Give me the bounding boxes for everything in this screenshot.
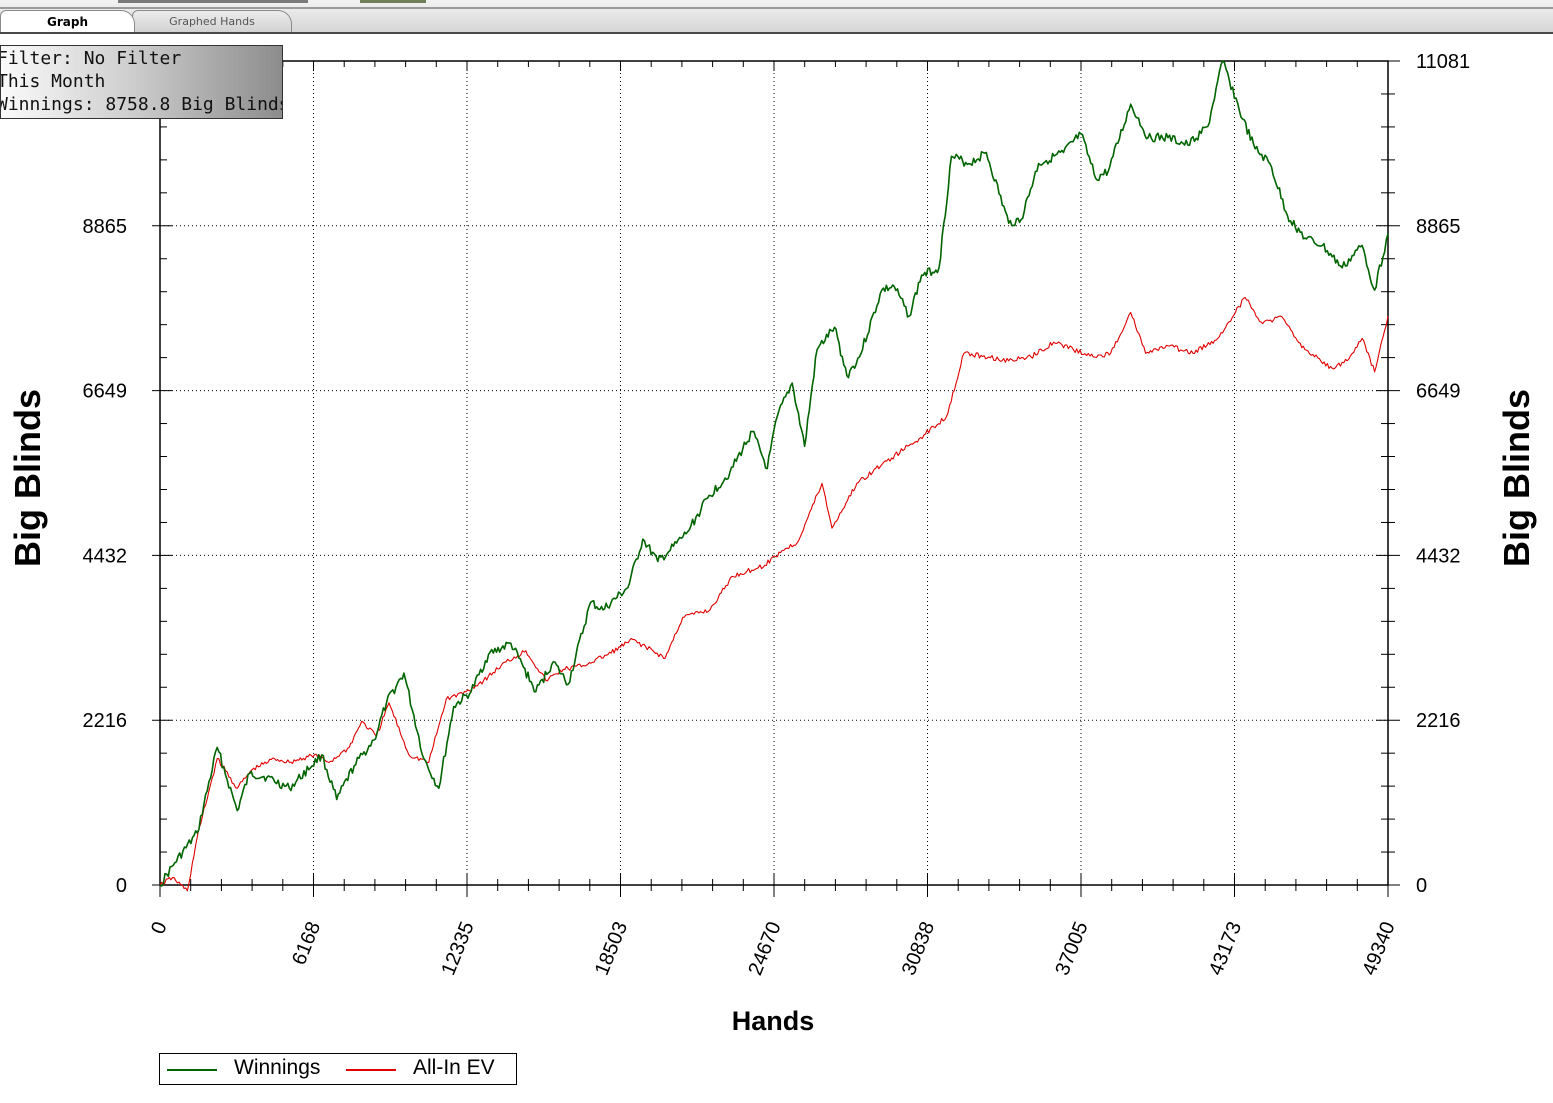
- y-tick-label-left: 8865: [83, 216, 128, 238]
- x-tick-label: 6168: [288, 919, 325, 969]
- legend-swatch-winnings: [167, 1069, 217, 1071]
- legend-swatch-allin-ev: [346, 1069, 396, 1071]
- winnings-text: Winnings: 8758.8 Big Blinds: [0, 94, 283, 115]
- x-tick-label: 0: [147, 919, 172, 938]
- x-tick-label: 18503: [591, 919, 632, 979]
- period-text: This Month: [0, 71, 106, 92]
- x-tick-label: 12335: [437, 919, 478, 979]
- y-tick-label-right: 8865: [1416, 216, 1461, 238]
- plot-frame: [159, 60, 1389, 886]
- series-line-allin-ev: [159, 296, 1389, 892]
- x-tick-label: 30838: [898, 919, 939, 979]
- toolbar-stub: [118, 0, 308, 3]
- toolbar-stub: [360, 0, 426, 3]
- y-tick-label-right: 4432: [1416, 545, 1461, 567]
- x-tick-label: 43173: [1205, 919, 1246, 979]
- legend: Winnings All-In EV: [159, 1053, 517, 1085]
- filter-text: Filter: No Filter: [0, 48, 182, 69]
- y-tick-label-left: 0: [116, 875, 127, 897]
- y-tick-label-left: 4432: [83, 545, 128, 567]
- y-tick-label-left: 2216: [83, 710, 128, 732]
- x-tick-label: 37005: [1051, 919, 1092, 979]
- tab-graph[interactable]: Graph: [0, 10, 135, 32]
- legend-label-allin-ev: All-In EV: [413, 1056, 495, 1079]
- y-axis-title-right: Big Blinds: [1496, 389, 1537, 567]
- gridlines: [159, 60, 1389, 886]
- series-lines: [159, 60, 1389, 892]
- tick-labels: 0 0 2216 2216 4432 4432 6649 6649 8865 8865 11081 0…: [83, 51, 1471, 978]
- y-axis-title-left: Big Blinds: [7, 389, 48, 567]
- tab-bar-rule: [0, 7, 1553, 9]
- tab-bar: Graphed Hands Graph: [0, 0, 1553, 34]
- x-tick-label: 49340: [1358, 919, 1399, 979]
- axis-ticks: [152, 60, 1400, 897]
- y-tick-label-right: 6649: [1416, 381, 1461, 403]
- y-tick-label-left: 6649: [83, 381, 128, 403]
- x-axis-title: Hands: [732, 1006, 815, 1036]
- y-tick-label-right: 2216: [1416, 710, 1461, 732]
- x-tick-label: 24670: [744, 919, 785, 979]
- y-tick-label-right: 0: [1416, 875, 1427, 897]
- series-line-winnings: [159, 60, 1389, 887]
- legend-label-winnings: Winnings: [234, 1056, 321, 1079]
- filter-info-box: Filter: No Filter This Month Winnings: 8…: [0, 45, 283, 119]
- y-tick-label-right: 11081: [1416, 51, 1470, 73]
- tab-graphed-hands[interactable]: Graphed Hands: [132, 10, 292, 32]
